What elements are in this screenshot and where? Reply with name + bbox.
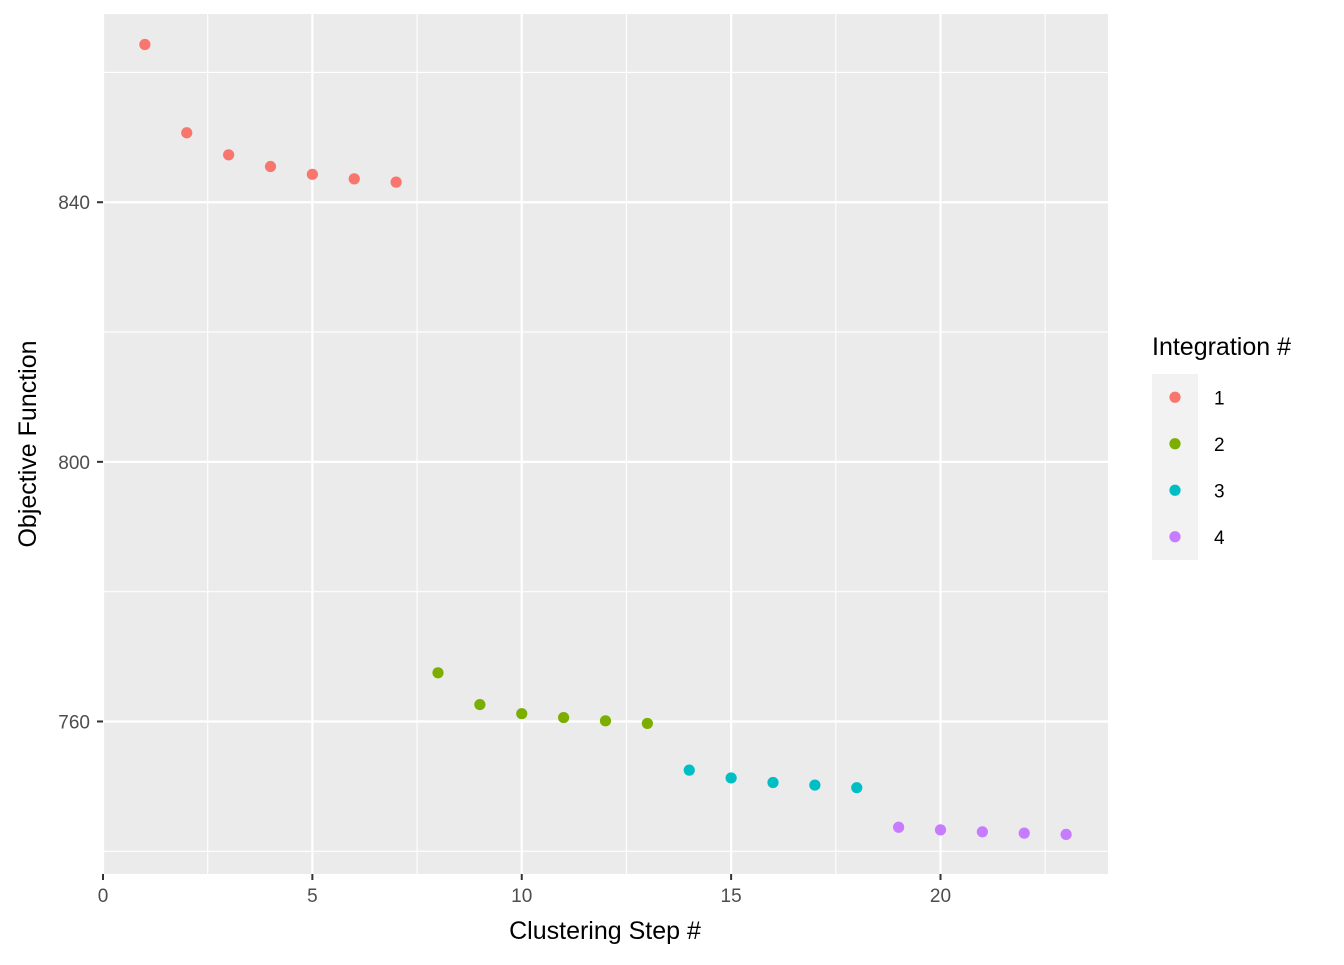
data-point-series-1 <box>306 168 318 180</box>
data-point-series-3 <box>809 779 821 791</box>
legend-label-series-2: 2 <box>1214 435 1225 456</box>
x-tick-label: 5 <box>307 886 318 907</box>
data-point-series-2 <box>558 711 570 724</box>
legend-label-series-3: 3 <box>1214 481 1225 502</box>
plot-background <box>103 14 1108 874</box>
data-point-series-1 <box>139 38 151 51</box>
x-tick-label: 0 <box>98 886 109 907</box>
y-tick-label: 760 <box>58 712 90 733</box>
legend-key-background <box>1152 374 1198 560</box>
legend-key-series-2 <box>1169 438 1181 450</box>
legend-label-series-4: 4 <box>1214 528 1225 549</box>
data-point-series-4 <box>893 821 905 833</box>
legend: Integration # 1 2 3 4 <box>1152 333 1291 560</box>
data-point-series-1 <box>181 127 193 139</box>
data-point-series-2 <box>599 715 612 727</box>
data-point-series-3 <box>851 782 863 794</box>
data-point-series-4 <box>934 824 947 836</box>
x-axis-title: Clustering Step # <box>509 917 701 945</box>
data-point-series-1 <box>264 160 277 173</box>
data-point-series-3 <box>767 776 779 789</box>
data-point-series-4 <box>1018 827 1030 839</box>
legend-label-series-1: 1 <box>1214 388 1225 409</box>
y-axis-title: Objective Function <box>14 340 42 547</box>
data-point-series-3 <box>725 772 737 784</box>
data-point-series-4 <box>1060 828 1072 841</box>
y-tick-label: 840 <box>58 193 90 214</box>
x-tick-label: 20 <box>930 886 951 907</box>
data-point-series-1 <box>223 149 235 161</box>
plot-panel <box>103 14 1108 874</box>
legend-title: Integration # <box>1152 333 1291 361</box>
legend-key-series-3 <box>1169 484 1181 496</box>
legend-key-series-1 <box>1169 391 1181 403</box>
x-tick-label: 10 <box>511 886 532 907</box>
data-point-series-2 <box>641 717 653 730</box>
data-point-series-2 <box>474 698 486 711</box>
data-point-series-1 <box>348 173 360 185</box>
x-tick-label: 15 <box>721 886 742 907</box>
axes: 0 5 10 15 20 760 800 840 <box>58 193 951 907</box>
data-point-series-4 <box>976 826 988 838</box>
data-point-series-2 <box>516 708 528 720</box>
data-point-series-1 <box>390 176 402 188</box>
data-point-series-2 <box>432 667 444 679</box>
data-point-series-3 <box>683 764 695 776</box>
grid-lines <box>101 14 1108 874</box>
legend-key-series-4 <box>1169 531 1181 543</box>
y-tick-label: 800 <box>58 453 90 474</box>
data-points <box>139 38 1072 841</box>
